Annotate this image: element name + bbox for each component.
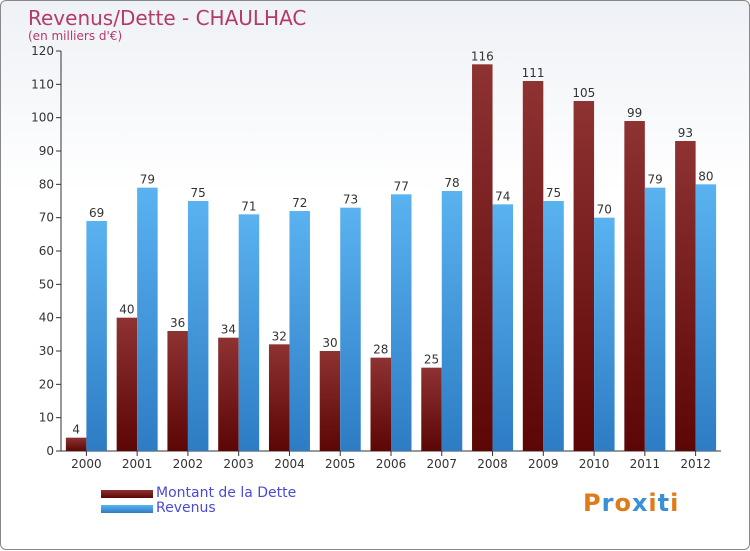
data-label: 4 (72, 423, 80, 437)
logo-letter: i (648, 489, 658, 517)
y-tick-label: 120 (31, 44, 54, 58)
revenue-bar (441, 191, 463, 451)
data-label: 116 (471, 49, 494, 63)
revenue-bar (340, 207, 361, 451)
x-tick-label: 2003 (223, 457, 254, 471)
data-label: 72 (292, 196, 307, 210)
revenue-bar (137, 187, 158, 451)
data-label: 34 (221, 323, 236, 337)
data-label: 99 (627, 106, 642, 120)
legend-swatch-debt (101, 490, 153, 498)
x-tick-label: 2007 (426, 457, 457, 471)
data-label: 75 (546, 186, 561, 200)
logo-letter: x (631, 489, 649, 517)
debt-bar (319, 351, 341, 451)
x-tick-label: 2008 (477, 457, 508, 471)
y-tick-label: 20 (39, 377, 54, 391)
y-tick-label: 30 (39, 344, 54, 358)
revenue-bar (594, 217, 615, 451)
x-tick-label: 2010 (579, 457, 610, 471)
data-label: 93 (678, 126, 693, 140)
data-label: 40 (119, 303, 134, 317)
data-label: 79 (140, 173, 155, 187)
logo-letter: r (601, 489, 615, 517)
x-tick-label: 2000 (71, 457, 102, 471)
x-tick-label: 2002 (173, 457, 204, 471)
x-tick-label: 2001 (122, 457, 153, 471)
data-label: 77 (394, 179, 409, 193)
x-tick-label: 2004 (274, 457, 305, 471)
chart-subtitle: (en milliers d'€) (28, 29, 123, 43)
revenue-bar (644, 187, 666, 451)
debt-bar (472, 64, 493, 452)
y-tick-label: 100 (31, 111, 54, 125)
debt-bar (675, 141, 696, 451)
data-label: 105 (572, 86, 595, 100)
y-tick-label: 90 (39, 144, 54, 158)
data-label: 80 (698, 169, 713, 183)
revenue-bar (289, 211, 310, 451)
debt-bar (116, 317, 138, 451)
legend-label-debt: Montant de la Dette (156, 485, 297, 501)
legend-swatch-revenue (101, 505, 153, 513)
debt-bar (65, 437, 87, 451)
data-label: 75 (191, 186, 206, 200)
debt-bar (370, 357, 391, 451)
revenue-bar (187, 201, 209, 451)
debt-bar (268, 344, 290, 451)
x-tick-label: 2009 (528, 457, 559, 471)
y-tick-label: 50 (39, 277, 54, 291)
x-tick-label: 2005 (325, 457, 356, 471)
data-label: 71 (241, 199, 256, 213)
debt-bar (167, 331, 188, 451)
logo-letter: t (657, 489, 671, 517)
y-tick-label: 60 (39, 244, 54, 258)
chart-title: Revenus/Dette - CHAULHAC (28, 6, 307, 30)
y-tick-label: 80 (39, 177, 54, 191)
y-tick-label: 10 (39, 411, 54, 425)
logo-letter: o (614, 489, 632, 517)
revenue-bar (695, 184, 717, 452)
debt-bar (522, 81, 544, 451)
data-label: 32 (272, 329, 287, 343)
y-tick-label: 0 (46, 444, 54, 458)
revenue-bar (492, 204, 514, 451)
x-tick-label: 2011 (630, 457, 661, 471)
data-label: 25 (424, 353, 439, 367)
data-label: 69 (89, 206, 104, 220)
data-label: 111 (522, 66, 545, 80)
revenue-bar (391, 194, 412, 452)
logo-letter: i (670, 489, 680, 517)
data-label: 28 (373, 343, 388, 357)
revenue-bar (86, 221, 107, 451)
y-tick-label: 110 (31, 77, 54, 91)
debt-bar (421, 367, 442, 451)
proxiti-logo: Proxiti (583, 489, 679, 517)
data-label: 74 (495, 189, 510, 203)
logo-letter: P (583, 489, 602, 517)
data-label: 73 (343, 193, 358, 207)
data-label: 70 (597, 203, 612, 217)
debt-bar (624, 121, 645, 451)
data-label: 78 (444, 176, 459, 190)
legend-label-revenue: Revenus (156, 500, 216, 516)
data-label: 79 (647, 173, 662, 187)
data-label: 36 (170, 316, 185, 330)
y-tick-label: 70 (39, 211, 54, 225)
x-tick-label: 2012 (680, 457, 711, 471)
x-tick-label: 2006 (376, 457, 407, 471)
debt-bar (218, 337, 239, 451)
y-tick-label: 40 (39, 311, 54, 325)
revenue-bar (543, 201, 564, 451)
debt-bar (573, 101, 595, 451)
data-label: 30 (322, 336, 337, 350)
revenue-bar (238, 214, 260, 451)
